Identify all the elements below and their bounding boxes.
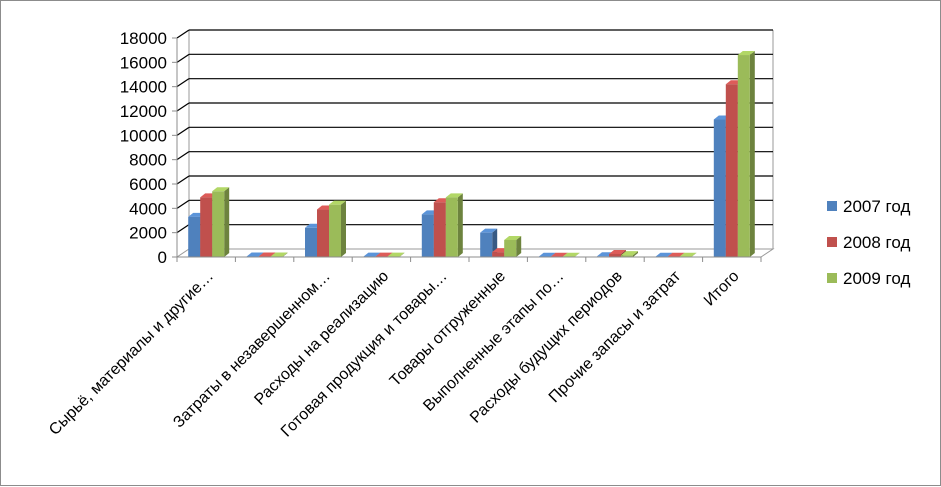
bar-side <box>457 193 463 257</box>
gridline-side <box>176 102 190 112</box>
bar-front <box>329 204 341 257</box>
bar-top <box>679 252 697 257</box>
y-tick-label: 10000 <box>120 126 167 145</box>
bar-side <box>224 187 230 257</box>
bar-side <box>749 51 755 258</box>
gridline-side <box>176 224 190 234</box>
y-tick-label: 6000 <box>129 175 167 194</box>
y-tick-label: 0 <box>158 248 167 267</box>
bar-front <box>200 197 213 257</box>
bar-3-8 <box>621 251 638 257</box>
bar-3-6 <box>504 235 522 257</box>
bar-side <box>341 200 346 257</box>
bar-side <box>633 251 638 257</box>
y-tick-label: 18000 <box>120 29 167 48</box>
bar-top <box>609 249 626 254</box>
bar-top <box>655 252 673 257</box>
gridline-side <box>176 53 190 63</box>
bar-top <box>329 200 346 205</box>
legend-entry: 2008 год <box>843 233 910 252</box>
bar-top <box>270 252 288 257</box>
bar-3-5 <box>445 193 463 257</box>
bar-front <box>621 255 633 257</box>
gridline-side <box>176 151 190 161</box>
legend-entry: 2009 год <box>843 269 910 288</box>
bar-top <box>667 252 685 257</box>
legend-swatch <box>827 237 837 247</box>
bar-top <box>737 51 755 56</box>
x-category-label: Товары отгруженные <box>387 268 509 390</box>
legend-entry: 2007 год <box>843 197 910 216</box>
y-axis: 0 2000 4000 6000 8000 10000 12000 14000 16000 180… <box>120 29 178 267</box>
bar-front <box>421 214 434 257</box>
bar-3-1 <box>212 187 230 257</box>
y-tick-label: 12000 <box>120 102 167 121</box>
bar-3-10 <box>737 51 755 258</box>
bar-top <box>212 187 230 192</box>
bar-top <box>375 252 393 257</box>
y-tick-label: 4000 <box>129 199 167 218</box>
bar-front <box>725 84 738 257</box>
bar-top <box>246 252 264 257</box>
bar-front <box>212 191 225 257</box>
gridline-side <box>176 29 190 39</box>
y-tick-label: 8000 <box>129 151 167 170</box>
legend-swatch <box>827 201 837 211</box>
x-axis: Сырьё, материалы и другие…Затраты в неза… <box>46 256 762 440</box>
bar-top <box>621 251 638 256</box>
bar-top <box>538 252 556 257</box>
bar-front <box>737 55 750 258</box>
bar-side <box>282 252 288 257</box>
bars-group <box>188 51 755 258</box>
y-tick-label: 14000 <box>120 78 167 97</box>
gridline-side <box>176 175 190 185</box>
y-tick-label: 16000 <box>120 53 167 72</box>
gridline-side <box>176 199 190 209</box>
bar-front <box>305 227 317 257</box>
bar-front <box>504 239 517 257</box>
bar-top <box>445 193 463 198</box>
bar-3-3 <box>329 200 346 257</box>
gridline-side <box>176 78 190 88</box>
bar-front <box>609 253 621 257</box>
bar-top <box>550 252 568 257</box>
bar-front <box>433 202 446 257</box>
bar-front <box>188 216 201 257</box>
legend-swatch <box>827 273 837 283</box>
bar-front <box>713 119 726 258</box>
gridlines <box>176 29 773 234</box>
chart-walls <box>175 30 775 258</box>
bar-1-6 <box>480 228 498 257</box>
bar-top <box>387 252 405 257</box>
bar-top <box>258 252 276 257</box>
bar-top <box>363 252 381 257</box>
bar-side <box>399 252 405 257</box>
bar-front <box>317 209 329 257</box>
x-category-label: Итого <box>701 268 743 310</box>
bar-front <box>492 252 505 257</box>
bar-front <box>480 232 493 257</box>
bar-side <box>574 252 580 257</box>
bar-top <box>562 252 580 257</box>
gridline-side <box>176 126 190 136</box>
legend: 2007 год 2008 год 2009 год <box>827 197 910 288</box>
bar-top <box>504 235 522 240</box>
bar-front <box>445 197 458 257</box>
bar-side <box>516 235 522 257</box>
bar-top <box>480 228 498 233</box>
bar-side <box>691 252 697 257</box>
y-tick-label: 2000 <box>129 224 167 243</box>
